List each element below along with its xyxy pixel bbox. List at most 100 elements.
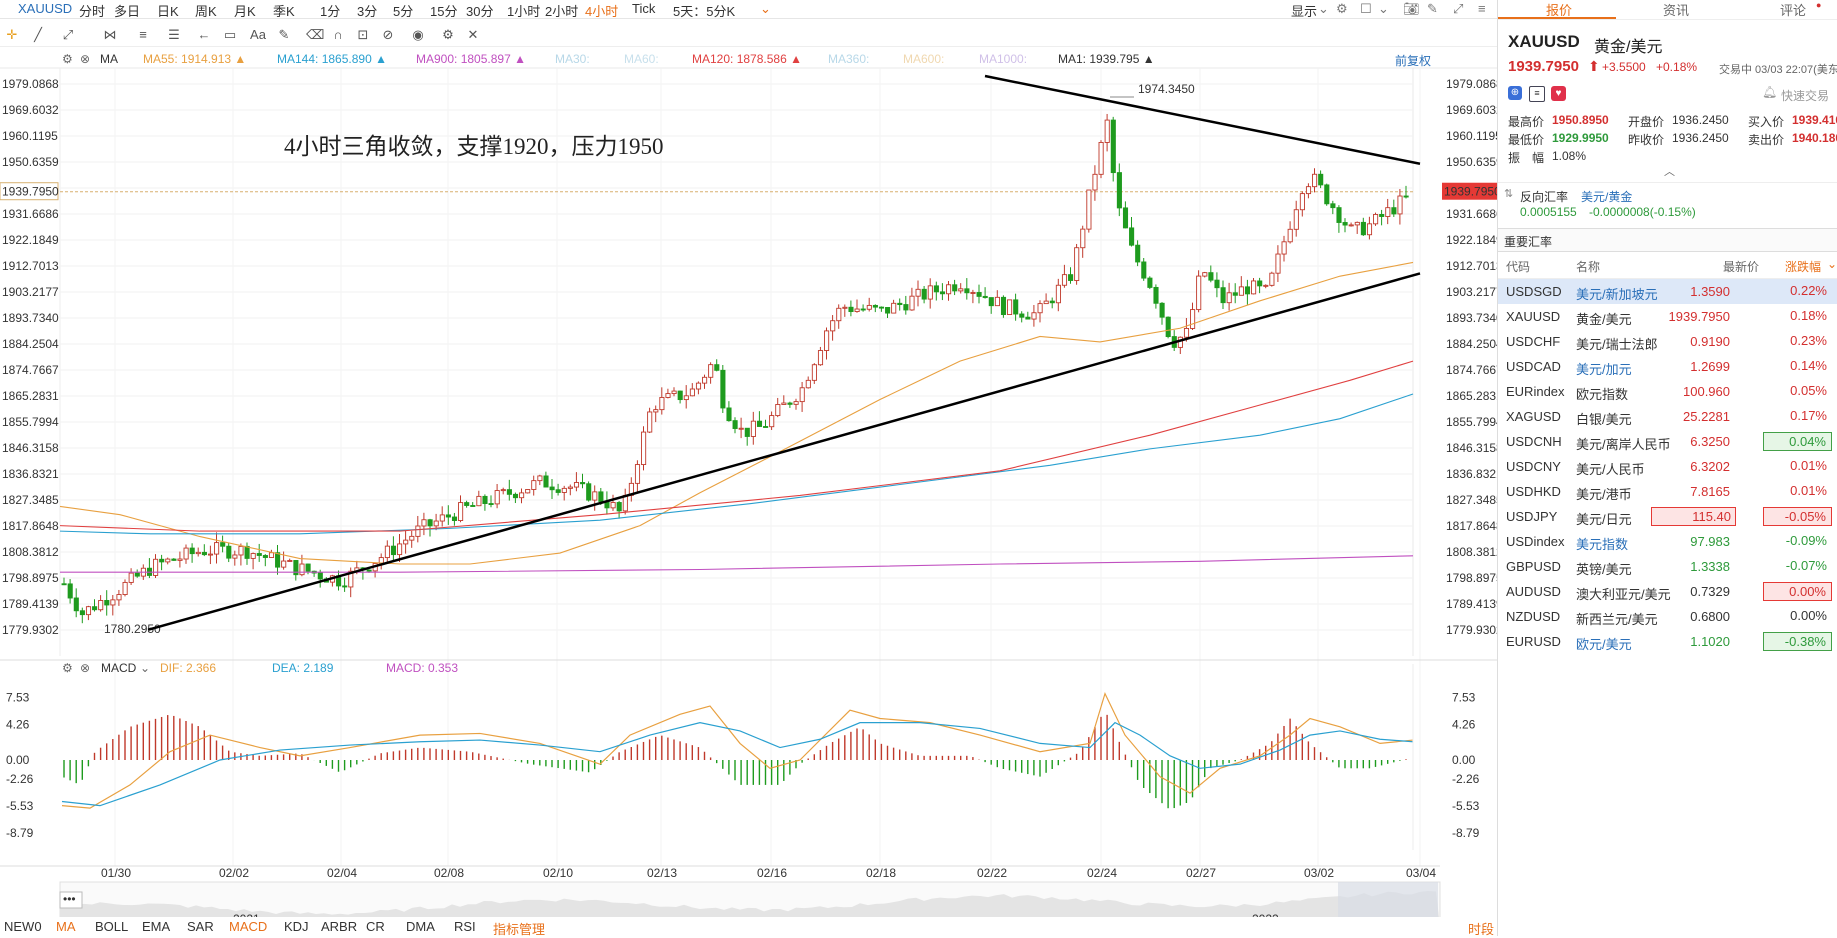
macd-label[interactable]: MACD: [101, 661, 137, 675]
arrow-tool-icon[interactable]: ←: [197, 27, 211, 42]
fuquan-button[interactable]: 前复权: [1395, 54, 1432, 68]
year-label: 2022: [1252, 912, 1279, 917]
gear-icon[interactable]: ⚙: [1336, 1, 1348, 16]
period-14[interactable]: Tick: [632, 1, 656, 16]
period-9[interactable]: 15分: [430, 4, 458, 19]
tab-comments[interactable]: 评论: [1780, 3, 1807, 18]
quick-trade-button[interactable]: 快速交易: [1781, 89, 1830, 103]
inverse-name[interactable]: 美元/黄金: [1581, 190, 1633, 204]
period-11[interactable]: 1小时: [507, 4, 541, 19]
period-0[interactable]: 分时: [79, 4, 106, 19]
session-button[interactable]: 时段: [1468, 922, 1495, 937]
indicator-tab[interactable]: MA: [56, 919, 76, 934]
menu-icon[interactable]: ≡: [1478, 1, 1486, 16]
period-13[interactable]: 4小时: [585, 4, 619, 19]
bell-icon[interactable]: 🔔︎: [1762, 85, 1778, 99]
tab-news[interactable]: 资讯: [1663, 3, 1690, 18]
indicator-tab[interactable]: ARBR: [321, 919, 358, 934]
collapse-icon[interactable]: ︿: [1664, 166, 1675, 178]
indicator-tab[interactable]: RSI: [454, 919, 476, 934]
checkbox-icon[interactable]: ☐: [1360, 1, 1372, 16]
doc-icon[interactable]: ≡: [1529, 86, 1545, 102]
table-row[interactable]: USDSGD 美元/新加坡元 1.3590 0.22%: [1498, 279, 1837, 304]
eye-icon[interactable]: ◉: [412, 27, 424, 42]
hide-icon[interactable]: ⊘: [382, 27, 394, 42]
period-4[interactable]: 月K: [234, 4, 256, 19]
table-row[interactable]: EURUSD 欧元/美元 1.1020 -0.38%: [1498, 629, 1837, 654]
period-7[interactable]: 3分: [357, 4, 378, 19]
candle-up: [1202, 272, 1208, 277]
magnet-icon[interactable]: ∩: [333, 27, 343, 42]
eraser-icon[interactable]: ⌫: [306, 27, 325, 42]
table-row[interactable]: USDCNY 美元/人民币 6.3202 0.01%: [1498, 454, 1837, 479]
table-row[interactable]: USDindex 美元指数 97.983 -0.09%: [1498, 529, 1837, 554]
row-name: 美元/新加坡元: [1576, 287, 1658, 302]
period-6[interactable]: 1分: [320, 4, 341, 19]
favorite-heart-icon[interactable]: ♥: [1551, 86, 1566, 101]
settings-icon[interactable]: ⚙: [62, 661, 73, 675]
trade-status: 交易中 03/03 22:07(美东: [1719, 64, 1837, 76]
indicator-tab[interactable]: SAR: [187, 919, 214, 934]
table-row[interactable]: AUDUSD 澳大利亚元/美元 0.7329 0.00%: [1498, 579, 1837, 604]
chevron-down-icon[interactable]: ⌄: [760, 1, 771, 16]
table-row[interactable]: XAGUSD 白银/美元 25.2281 0.17%: [1498, 404, 1837, 429]
chevron-down-icon[interactable]: ⌄: [1318, 1, 1329, 16]
period-3[interactable]: 周K: [195, 4, 217, 19]
fork-tool-icon[interactable]: ⋈: [103, 27, 117, 42]
table-row[interactable]: USDHKD 美元/港币 7.8165 0.01%: [1498, 479, 1837, 504]
period-5[interactable]: 季K: [273, 4, 295, 19]
period-1[interactable]: 多日: [114, 4, 141, 19]
table-row[interactable]: GBPUSD 英镑/美元 1.3338 -0.07%: [1498, 554, 1837, 579]
indicator-tab[interactable]: 指标管理: [493, 922, 546, 937]
settings-icon[interactable]: ⚙: [442, 27, 454, 42]
chevron-down-icon[interactable]: ⌄: [140, 661, 151, 675]
indicator-tab[interactable]: EMA: [142, 919, 171, 934]
rect-tool-icon[interactable]: ▭: [223, 27, 237, 42]
period-12[interactable]: 2小时: [545, 4, 579, 19]
channel-tool-icon[interactable]: ≡: [139, 27, 147, 42]
indicator-tab[interactable]: CR: [366, 919, 385, 934]
close-icon[interactable]: ⊗: [80, 52, 91, 66]
chevron-down-icon[interactable]: ⌄: [1378, 1, 1389, 16]
table-row[interactable]: USDCAD 美元/加元 1.2699 0.14%: [1498, 354, 1837, 379]
period-2[interactable]: 日K: [157, 4, 179, 19]
crosshair-icon[interactable]: ✛: [6, 27, 18, 42]
indicator-tab[interactable]: NEW0: [4, 919, 42, 934]
table-row[interactable]: USDJPY 美元/日元 115.40 -0.05%: [1498, 504, 1837, 529]
resistance-trendline: [984, 74, 1421, 165]
display-menu[interactable]: 显示: [1291, 4, 1318, 19]
candle-up: [1080, 228, 1086, 249]
indicator-tab[interactable]: DMA: [406, 919, 435, 934]
table-row[interactable]: EURindex 欧元指数 100.960 0.05%: [1498, 379, 1837, 404]
close-icon[interactable]: ⊗: [80, 661, 91, 675]
col-change[interactable]: 涨跌幅: [1785, 260, 1822, 274]
fullscreen-icon[interactable]: ⤢: [1453, 1, 1464, 16]
settings-icon[interactable]: ⚙: [62, 52, 73, 66]
kline-chart[interactable]: 1979.0868 1979.0868 1969.6032 1969.6032 1960…: [0, 46, 1497, 917]
text-tool-icon[interactable]: Aa: [250, 27, 266, 42]
pencil-icon[interactable]: ✎: [1427, 1, 1438, 16]
line-tool-icon[interactable]: ╱: [34, 27, 42, 42]
table-row[interactable]: USDCNH 美元/离岸人民币 6.3250 0.04%: [1498, 429, 1837, 454]
table-row[interactable]: USDCHF 美元/瑞士法郎 0.9190 0.23%: [1498, 329, 1837, 354]
sort-down-icon[interactable]: ⌄: [1827, 257, 1837, 271]
tab-quote[interactable]: 报价: [1546, 3, 1573, 18]
camera-icon[interactable]: 📷︎: [1403, 1, 1420, 16]
note-tool-icon[interactable]: ✎: [278, 27, 290, 42]
period-15[interactable]: 5天：5分K: [673, 4, 736, 19]
indicator-tab[interactable]: KDJ: [284, 919, 309, 934]
fib-tool-icon[interactable]: ☰: [168, 27, 180, 42]
indicator-label[interactable]: MA: [100, 52, 118, 66]
stat-label: 昨收价: [1628, 133, 1665, 147]
ray-tool-icon[interactable]: ⤢: [62, 27, 74, 42]
symbol-selector[interactable]: XAUUSD: [18, 1, 73, 16]
table-row[interactable]: XAUUSD 黄金/美元 1939.7950 0.18%: [1498, 304, 1837, 329]
globe-icon[interactable]: ⊕: [1508, 86, 1522, 100]
indicator-tab[interactable]: MACD: [229, 919, 268, 934]
table-row[interactable]: NZDUSD 新西兰元/美元 0.6800 0.00%: [1498, 604, 1837, 629]
delete-icon[interactable]: ✕: [467, 27, 479, 42]
period-10[interactable]: 30分: [466, 4, 494, 19]
lock-icon[interactable]: ⊡: [357, 27, 369, 42]
period-8[interactable]: 5分: [393, 4, 414, 19]
indicator-tab[interactable]: BOLL: [95, 919, 129, 934]
